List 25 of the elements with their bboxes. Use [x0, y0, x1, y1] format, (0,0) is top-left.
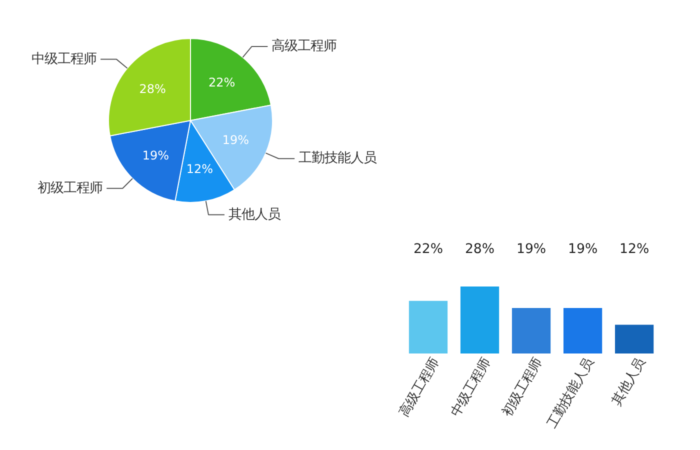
data-label: 22%	[208, 76, 236, 90]
data-label: 12%	[619, 242, 650, 258]
data-label: 19%	[568, 242, 598, 258]
x-tick-label: 中级工程师	[448, 356, 494, 420]
x-tick-label: 其他人员	[610, 356, 649, 408]
slice-label: 高级工程师	[272, 38, 337, 54]
bar	[512, 308, 551, 354]
data-label: 28%	[139, 82, 166, 96]
bar	[563, 308, 602, 354]
data-label: 19%	[222, 133, 249, 148]
data-label: 22%	[413, 242, 444, 258]
slice-label: 其他人员	[228, 207, 280, 222]
x-tick-label: 初级工程师	[500, 356, 546, 420]
data-label: 19%	[142, 148, 170, 162]
x-tick-label: 工勤技能人员	[545, 356, 598, 431]
x-tick-label: 高级工程师	[396, 355, 442, 420]
bar	[408, 300, 448, 354]
data-label: 12%	[186, 162, 214, 176]
slice-label: 初级工程师	[38, 180, 103, 196]
slice-label: 中级工程师	[32, 52, 97, 67]
data-label: 28%	[464, 242, 495, 258]
bar	[614, 324, 654, 354]
data-label: 19%	[516, 242, 546, 258]
bar	[460, 286, 500, 354]
slice-label: 工勤技能人员	[298, 151, 377, 166]
